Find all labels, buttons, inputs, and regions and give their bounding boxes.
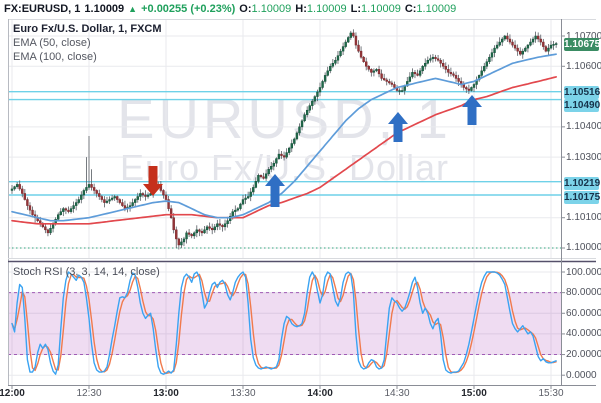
stoch-k-line[interactable] (11, 271, 557, 375)
alert-price-badge: 1.10175 (564, 190, 601, 204)
open-label: O: (239, 3, 252, 15)
stoch-axis-label: 20.0000 (566, 349, 601, 361)
price-axis-label: 1.10000 (566, 242, 601, 254)
down-arrow-annotation[interactable] (143, 166, 163, 196)
time-axis-label: 15:30 (538, 388, 564, 399)
stoch-axis-label: 100.0000 (566, 266, 601, 278)
symbol-interval-label: FX:EURUSD, 1 (4, 3, 81, 15)
price-axis-label: 1.10100 (566, 212, 601, 224)
close-label: C: (404, 3, 417, 15)
stoch-axis-label: 60.0000 (566, 307, 601, 319)
high-value: 1.10009 (306, 3, 347, 15)
close-quote: C:1.10009 (405, 3, 456, 15)
stoch-axis-label: 40.0000 (566, 328, 601, 340)
price-change-value: +0.00255 (+0.23%) (141, 3, 236, 15)
stoch-axis-label: 80.0000 (566, 287, 601, 299)
alert-price-badge: 1.10490 (564, 98, 601, 112)
time-axis-label: 14:00 (307, 388, 333, 399)
quote-header: FX:EURUSD, 1 1.10009 ▲ +0.00255 (+0.23%)… (4, 2, 460, 16)
low-quote: L:1.10009 (351, 3, 401, 15)
legend-ema100: EMA (100, close) (13, 51, 97, 63)
up-arrow-annotation[interactable] (388, 112, 408, 142)
low-label: L: (350, 3, 362, 15)
time-axis-label: 14:30 (384, 388, 410, 399)
time-axis-label: 15:00 (461, 388, 487, 399)
candlestick-series (10, 29, 558, 250)
price-axis-label: 1.10300 (566, 151, 601, 163)
stoch-axis-label: 0.0000 (566, 369, 597, 381)
up-arrow-annotation[interactable] (265, 174, 285, 207)
price-axis[interactable]: 1.10700 1.10600 1.10400 1.10300 1.10100 1.100… (562, 0, 601, 403)
time-axis-label: 12:30 (76, 388, 102, 399)
main-legend: Euro Fx/U.S. Dollar, 1, FXCM EMA (50, cl… (13, 22, 162, 64)
last-price-value: 1.10009 (84, 3, 125, 15)
price-axis-label: 1.10400 (566, 121, 601, 133)
gridlines (8, 19, 561, 385)
up-arrow-annotation[interactable] (462, 95, 482, 125)
open-quote: O:1.10009 (239, 3, 291, 15)
last-price-badge: 1.10675 (564, 37, 601, 51)
alert-price-badge: 1.10516 (564, 85, 601, 99)
stoch-legend: Stoch RSI (3, 3, 14, 14, close) (13, 266, 160, 278)
high-label: H: (295, 3, 307, 15)
up-triangle-icon: ▲ (128, 4, 138, 14)
time-axis-label: 12:00 (0, 388, 25, 399)
pane-borders (8, 19, 596, 389)
open-value: 1.10009 (251, 3, 292, 15)
price-axis-label: 1.10600 (566, 60, 601, 72)
ema50-line[interactable] (11, 53, 557, 222)
time-axis[interactable]: 12:00 12:30 13:00 13:30 14:00 14:30 15:00 15:30 (0, 388, 601, 403)
alert-price-badge: 1.10219 (564, 176, 601, 190)
close-value: 1.10009 (416, 3, 457, 15)
legend-series-title: Euro Fx/U.S. Dollar, 1, FXCM (13, 23, 162, 35)
price-axis-label: 1.10700 (566, 30, 601, 42)
legend-ema50: EMA (50, close) (13, 37, 91, 49)
time-axis-label: 13:00 (153, 388, 179, 399)
high-quote: H:1.10009 (295, 3, 346, 15)
time-axis-label: 13:30 (230, 388, 256, 399)
low-value: 1.10009 (361, 3, 401, 15)
